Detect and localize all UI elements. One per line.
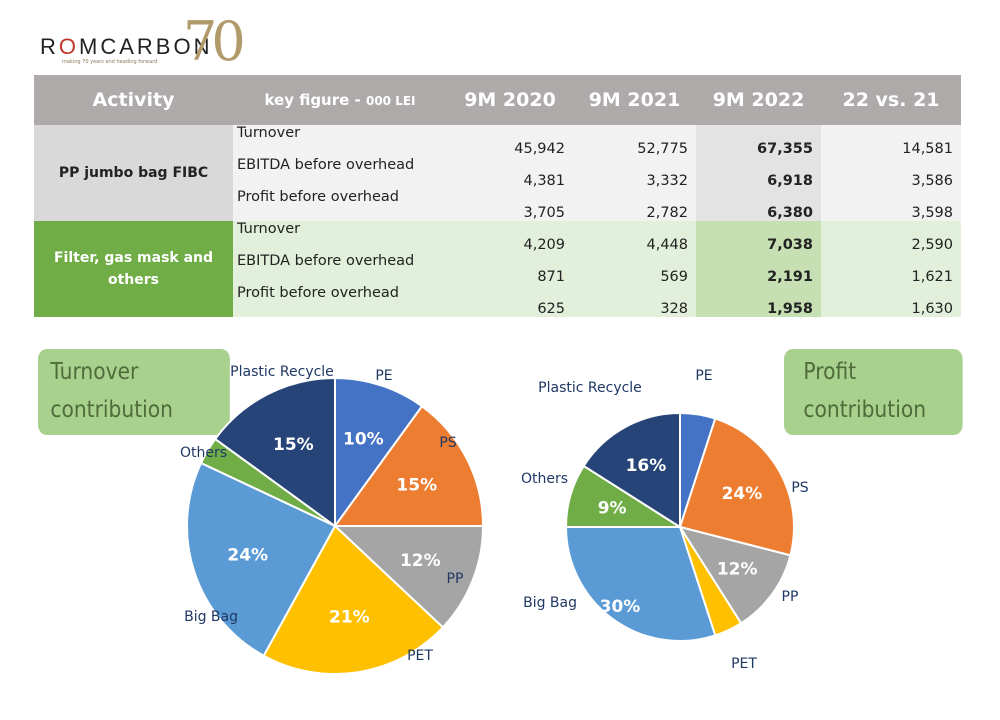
company-logo: ROMCARBON making 70 years and heading fo… (40, 10, 280, 82)
activity-cell: Filter, gas mask and others (34, 221, 233, 317)
header-9m-2020: 9M 2020 (447, 75, 573, 125)
pie-slice-pp (677, 525, 792, 625)
key-figure-cell: Profit before overhead (233, 285, 447, 317)
slice-label-pp: PP (447, 571, 464, 587)
value-cell: 7,038 (696, 221, 821, 253)
slice-label-others: Others (180, 445, 227, 461)
slice-label-pet: PET (407, 648, 433, 664)
logo-wordmark: ROMCARBON (40, 34, 213, 59)
table-row: Profit before overhead 3,705 2,782 6,380… (34, 189, 961, 221)
value-cell: 52,775 (573, 125, 696, 157)
pie-slice-big-bag (186, 461, 337, 658)
turnover-contribution-callout: Turnover contribution (38, 349, 230, 435)
slice-percent-ps: 24% (722, 484, 763, 504)
value-cell: 2,590 (821, 221, 961, 253)
value-cell: 625 (447, 285, 573, 317)
slice-percent-pp: 12% (400, 551, 441, 571)
table-row: EBITDA before overhead 4,381 3,332 6,918… (34, 157, 961, 189)
slice-label-ps: PS (791, 480, 808, 496)
slice-label-plastic-recycle: Plastic Recycle (230, 364, 334, 380)
key-figures-table: Activity key figure - 000 LEI 9M 2020 9M… (34, 75, 961, 317)
slice-percent-pet: 21% (329, 608, 370, 628)
slice-percent-big-bag: 30% (600, 597, 641, 617)
header-9m-2021: 9M 2021 (573, 75, 696, 125)
value-cell: 14,581 (821, 125, 961, 157)
table-row: EBITDA before overhead 871 569 2,191 1,6… (34, 253, 961, 285)
value-cell: 569 (573, 253, 696, 285)
table-row: Profit before overhead 625 328 1,958 1,6… (34, 285, 961, 317)
value-cell: 4,209 (447, 221, 573, 253)
slice-label-pe: PE (695, 368, 712, 384)
slice-label-big-bag: Big Bag (523, 595, 577, 611)
table-row: PP jumbo bag FIBC Turnover 45,942 52,775… (34, 125, 961, 221)
activity-cell: PP jumbo bag FIBC (34, 125, 233, 221)
key-figure-cell: EBITDA before overhead (233, 253, 447, 285)
pie-slice-pet (262, 524, 445, 675)
key-figure-cell: Turnover (233, 221, 447, 253)
value-cell: 45,942 (447, 125, 573, 157)
slice-label-plastic-recycle: Plastic Recycle (538, 380, 642, 396)
value-cell: 2,782 (573, 189, 696, 221)
value-cell: 328 (573, 285, 696, 317)
slice-percent-others: 9% (598, 498, 627, 518)
slice-label-others: Others (521, 471, 568, 487)
table-header-row: Activity key figure - 000 LEI 9M 2020 9M… (34, 75, 961, 125)
value-cell: 6,380 (696, 189, 821, 221)
key-figure-cell: Profit before overhead (233, 189, 447, 221)
value-cell: 2,191 (696, 253, 821, 285)
profit-pie-chart: 5% PE 24% PS 12% PP 4%PET 30% Big Bag 9% Others 16%… (521, 368, 809, 672)
value-cell: 4,381 (447, 157, 573, 189)
slice-percent-pp: 12% (717, 560, 758, 580)
slice-label-pp: PP (782, 589, 799, 605)
value-cell: 3,705 (447, 189, 573, 221)
slice-percent-pe: 10% (343, 430, 384, 450)
slice-label-pe: PE (375, 368, 392, 384)
slice-label-pet: PET (731, 656, 757, 672)
slice-percent-big-bag: 24% (227, 545, 268, 565)
header-key-figure: key figure - 000 LEI (233, 75, 447, 125)
key-figure-cell: Turnover (233, 125, 447, 157)
pie-slice-plastic-recycle (582, 411, 681, 529)
value-cell: 1,630 (821, 285, 961, 317)
anniversary-mark: 70 (183, 10, 246, 73)
value-cell: 4,448 (573, 221, 696, 253)
value-cell: 1,958 (696, 285, 821, 317)
logo-tagline: making 70 years and heading forward (62, 59, 158, 65)
pie-slice-ps (333, 404, 485, 527)
value-cell: 3,586 (821, 157, 961, 189)
pie-slice-pp (332, 525, 485, 629)
pie-slice-ps (678, 417, 795, 557)
header-activity: Activity (34, 75, 233, 125)
value-cell: 6,918 (696, 157, 821, 189)
slice-percent-plastic-recycle: 16% (626, 456, 667, 476)
slice-percent-plastic-recycle: 15% (273, 435, 314, 455)
header-22-vs-21: 22 vs. 21 (821, 75, 961, 125)
value-cell: 3,598 (821, 189, 961, 221)
table-row: Filter, gas mask and others Turnover 4,2… (34, 221, 961, 317)
slice-label-ps: PS (439, 435, 456, 451)
value-cell: 1,621 (821, 253, 961, 285)
slice-percent-pet: 4% (704, 642, 733, 662)
slice-percent-ps: 15% (396, 475, 437, 495)
pie-slice-pe (334, 376, 424, 530)
value-cell: 871 (447, 253, 573, 285)
pie-slice-big-bag (564, 526, 717, 642)
slice-percent-pe: 5% (678, 391, 707, 411)
header-9m-2022: 9M 2022 (696, 75, 821, 125)
value-cell: 67,355 (696, 125, 821, 157)
profit-contribution-callout: Profit contribution (784, 349, 963, 435)
value-cell: 3,332 (573, 157, 696, 189)
pie-slice-plastic-recycle (213, 376, 336, 528)
slice-label-big-bag: Big Bag (184, 609, 238, 625)
key-figure-cell: EBITDA before overhead (233, 157, 447, 189)
